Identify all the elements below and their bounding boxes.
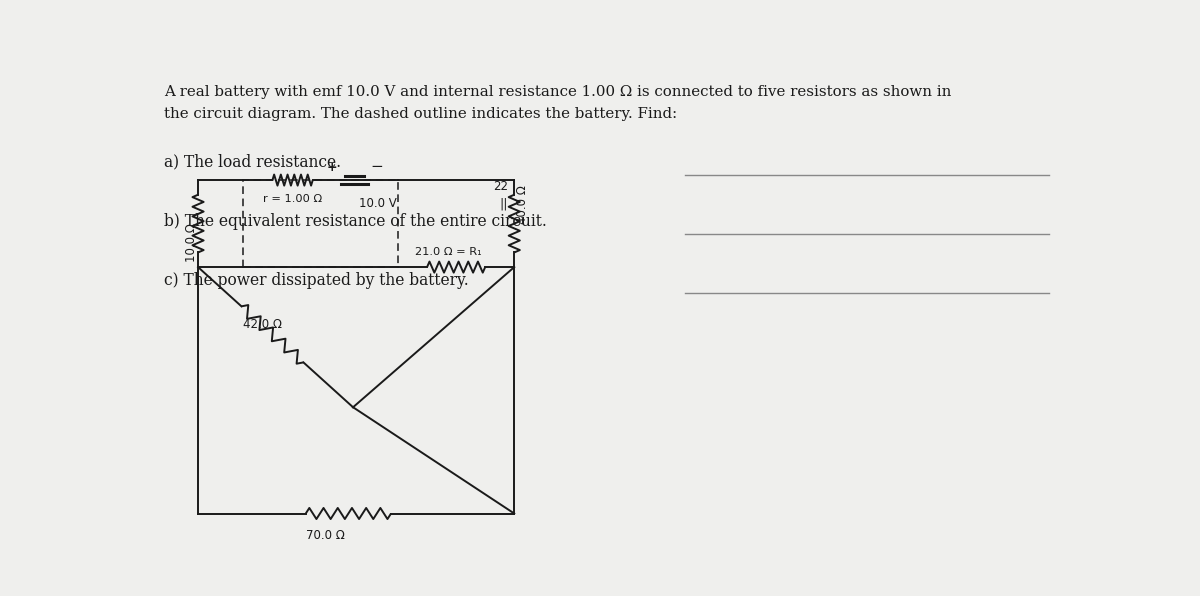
Text: the circuit diagram. The dashed outline indicates the battery. Find:: the circuit diagram. The dashed outline … xyxy=(164,107,677,121)
Bar xyxy=(242,180,398,267)
Text: 40.0 Ω: 40.0 Ω xyxy=(516,185,528,224)
Text: 10.0 Ω: 10.0 Ω xyxy=(185,224,198,262)
Text: c) The power dissipated by the battery.: c) The power dissipated by the battery. xyxy=(164,272,469,290)
Text: +: + xyxy=(326,161,337,174)
Text: r = 1.00 Ω: r = 1.00 Ω xyxy=(263,194,322,204)
Text: 70.0 Ω: 70.0 Ω xyxy=(306,529,344,542)
Text: ||: || xyxy=(499,197,508,210)
Text: 10.0 V: 10.0 V xyxy=(359,197,397,210)
Text: 22: 22 xyxy=(493,180,508,193)
Text: −: − xyxy=(370,159,383,174)
Text: b) The equivalent resistance of the entire circuit.: b) The equivalent resistance of the enti… xyxy=(164,213,547,230)
Text: 42.0 Ω: 42.0 Ω xyxy=(242,318,282,331)
Text: A real battery with emf 10.0 V and internal resistance 1.00 Ω is connected to fi: A real battery with emf 10.0 V and inter… xyxy=(164,85,952,100)
Text: a) The load resistance.: a) The load resistance. xyxy=(164,153,341,170)
Text: 21.0 Ω = R₁: 21.0 Ω = R₁ xyxy=(415,247,481,257)
